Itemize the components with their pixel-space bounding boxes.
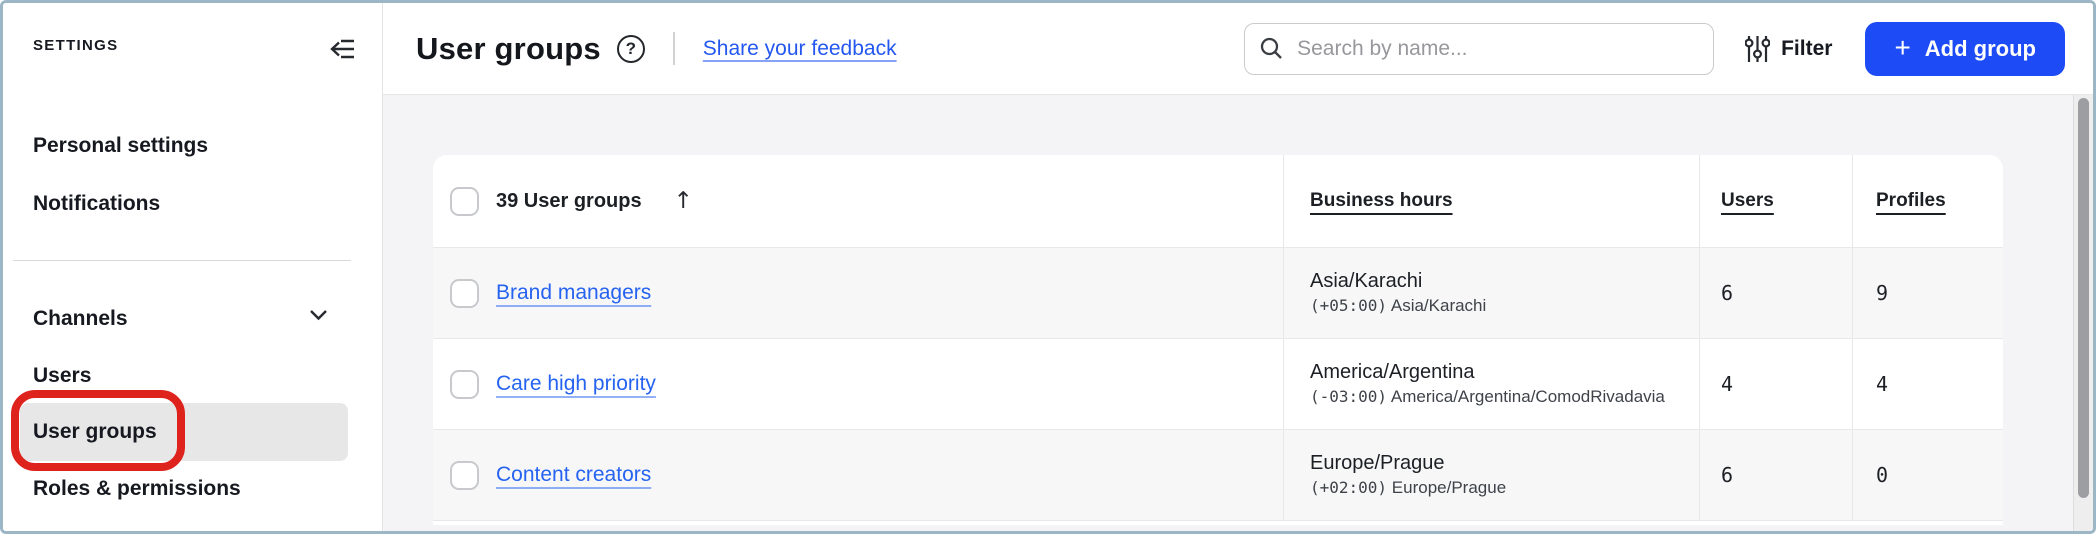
sidebar-divider [13,260,351,261]
row-checkbox[interactable] [450,460,479,490]
sidebar-item-label: User groups [33,420,157,443]
collapse-sidebar-button[interactable] [324,31,360,67]
sidebar-item-channels[interactable]: Channels [33,307,128,330]
main-area: User groups ? Share your feedback [383,3,2093,531]
sidebar-item-personal-settings[interactable]: Personal settings [33,134,209,157]
sort-ascending-icon[interactable]: ↑ [673,188,693,214]
sidebar-heading: SETTINGS [33,37,119,54]
group-name-link[interactable]: Content creators [496,463,652,486]
table-row: Brand managers Asia/Karachi (+05:00) Asi… [433,247,2003,338]
collapse-left-icon [327,36,357,62]
table-row: Care high priority America/Argentina (-0… [433,338,2003,429]
users-count: 6 [1721,463,1734,487]
table-header-row: 39 User groups ↑ Business hours Users Pr… [433,155,2003,247]
help-icon[interactable]: ? [616,34,645,63]
add-group-label: Add group [1924,35,2036,61]
row-checkbox[interactable] [450,369,479,399]
next-row-sliver [433,520,2003,525]
group-name-link[interactable]: Brand managers [496,281,652,304]
scrollbar-thumb[interactable] [2078,98,2089,498]
vertical-scrollbar[interactable] [2073,95,2093,531]
search-icon [1259,36,1284,61]
profiles-count: 0 [1876,463,1889,487]
column-header-users[interactable]: Users [1721,190,1774,211]
search-input[interactable] [1297,36,1700,61]
settings-sidebar: SETTINGS Personal settings Notifications… [3,3,383,531]
user-groups-table: 39 User groups ↑ Business hours Users Pr… [433,155,2003,525]
add-group-button[interactable]: + Add group [1865,21,2065,76]
users-count: 6 [1721,281,1734,305]
column-header-profiles[interactable]: Profiles [1876,190,1946,211]
sidebar-item-roles-permissions[interactable]: Roles & permissions [33,477,241,500]
profiles-count: 4 [1876,372,1889,396]
filter-label: Filter [1781,36,1833,60]
share-feedback-link[interactable]: Share your feedback [702,36,897,60]
timezone-detail: (+05:00) Asia/Karachi [1310,296,1487,315]
timezone-label: Europe/Prague [1310,452,1445,474]
sidebar-item-notifications[interactable]: Notifications [33,192,161,215]
row-checkbox[interactable] [450,278,479,308]
page-title: User groups [416,30,601,66]
timezone-label: Asia/Karachi [1310,270,1423,292]
timezone-detail: (-03:00) America/Argentina/ComodRivadavi… [1310,387,1665,406]
profiles-count: 9 [1876,281,1889,305]
timezone-label: America/Argentina [1310,361,1475,383]
content-padding: 39 User groups ↑ Business hours Users Pr… [383,95,2073,531]
page-header: User groups ? Share your feedback [383,3,2093,95]
group-count-label[interactable]: 39 User groups [496,189,642,212]
timezone-detail: (+02:00) Europe/Prague [1310,478,1507,497]
filter-sliders-icon [1745,35,1771,63]
table-row: Content creators Europe/Prague (+02:00) … [433,429,2003,520]
column-header-business-hours[interactable]: Business hours [1310,190,1453,211]
group-name-link[interactable]: Care high priority [496,372,656,395]
filter-button[interactable]: Filter [1745,35,1832,63]
sidebar-item-user-groups[interactable]: User groups [20,403,348,461]
chevron-down-icon[interactable] [309,309,328,321]
sidebar-item-users[interactable]: Users [33,364,92,387]
header-divider [672,32,675,65]
plus-icon: + [1894,31,1911,63]
users-count: 4 [1721,372,1734,396]
search-box[interactable] [1244,22,1715,75]
select-all-checkbox[interactable] [450,186,479,216]
content-area: 39 User groups ↑ Business hours Users Pr… [383,95,2093,531]
